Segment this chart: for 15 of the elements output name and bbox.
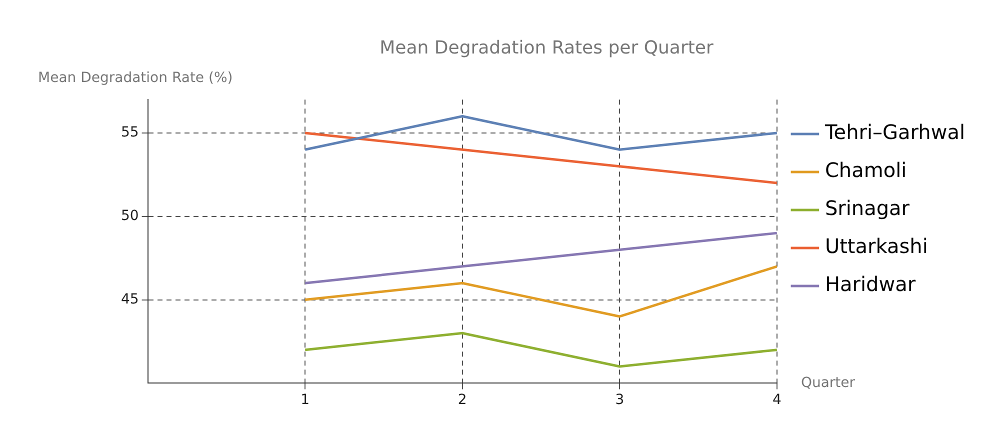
y-tick-label: 55 xyxy=(120,124,139,141)
x-tick-label: 4 xyxy=(772,392,782,408)
x-axis-title: Quarter xyxy=(800,374,856,391)
chart-title: Mean Degradation Rates per Quarter xyxy=(380,37,714,58)
x-tick-label: 2 xyxy=(458,392,467,408)
legend-label: Haridwar xyxy=(824,272,916,296)
x-tick-label: 1 xyxy=(300,392,310,408)
legend-label: Chamoli xyxy=(824,158,907,182)
legend-label: Tehri–Garhwal xyxy=(824,120,966,144)
legend-label: Uttarkashi xyxy=(824,234,928,258)
y-axis-title: Mean Degradation Rate (%) xyxy=(38,70,233,86)
x-tick-label: 3 xyxy=(615,392,624,408)
legend-label: Srinagar xyxy=(824,196,910,220)
y-tick-label: 50 xyxy=(120,208,139,224)
y-tick-label: 45 xyxy=(120,291,139,308)
